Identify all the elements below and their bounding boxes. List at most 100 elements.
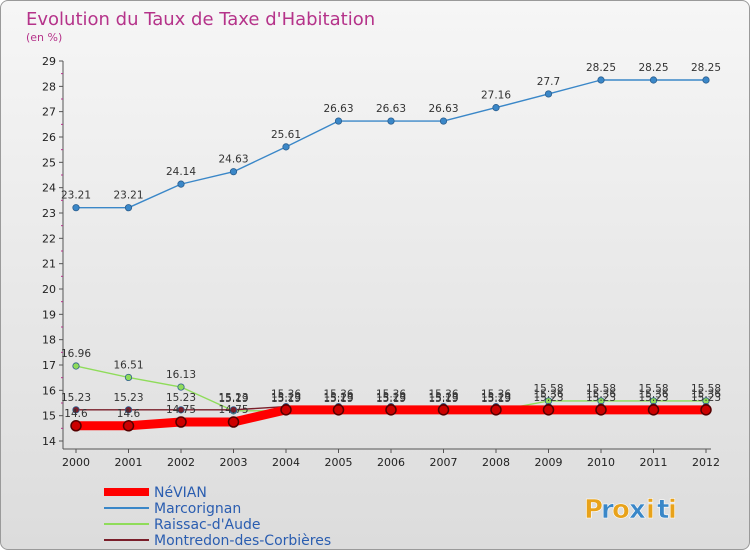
logo-letter: i [646, 495, 655, 525]
legend: NéVIANMarcorignanRaissac-d'AudeMontredon… [104, 485, 331, 549]
y-tick-label: 16 [42, 384, 56, 397]
y-tick-label: 14 [42, 435, 56, 448]
logo-letter: P [584, 495, 603, 525]
chart-title: Evolution du Taux de Taxe d'Habitation [26, 9, 375, 30]
x-tick-label: 2004 [272, 456, 300, 469]
series-line-1 [76, 79, 706, 209]
y-tick-label: 23 [42, 207, 56, 220]
logo-letter: r [601, 495, 614, 525]
data-label: 15.36 [586, 389, 616, 401]
data-label: 15.23 [166, 392, 196, 404]
data-point [280, 404, 292, 416]
data-point [177, 406, 185, 414]
data-point [332, 404, 345, 416]
data-label: 15.19 [323, 393, 353, 405]
data-label: 28.25 [638, 62, 668, 74]
data-point [700, 404, 712, 416]
data-label: 15.23 [271, 392, 301, 404]
data-point [122, 420, 135, 432]
data-label: 14.6 [117, 408, 141, 420]
data-label: 15.58 [638, 383, 668, 395]
legend-label: NéVIAN [154, 485, 207, 501]
data-point [490, 404, 502, 416]
x-tick-label: 2012 [692, 456, 720, 469]
logo-letter: o [612, 495, 630, 525]
data-label: 15.19 [271, 393, 301, 405]
data-point [227, 416, 240, 428]
data-label: 27.16 [481, 90, 511, 102]
data-label: 14.75 [218, 404, 248, 416]
data-label: 15.19 [218, 393, 248, 405]
data-label: 15.19 [481, 393, 511, 405]
x-tick-label: 2006 [377, 456, 405, 469]
y-tick-label: 20 [42, 283, 56, 296]
data-point [437, 404, 450, 416]
data-point [647, 404, 660, 416]
series-group: 23.21 23.21 24.14 24.63 25.61 26.63 26.63 26.63… [61, 62, 721, 432]
data-label: 16.51 [113, 359, 143, 371]
data-point [177, 383, 185, 391]
data-point [492, 104, 500, 112]
x-tick-label: 2005 [325, 456, 353, 469]
data-label: 15.23 [533, 392, 563, 404]
data-point [385, 404, 397, 416]
data-label: 24.14 [166, 166, 196, 178]
data-label: 15.23 [691, 392, 721, 404]
data-point [124, 204, 133, 212]
data-label: 15.58 [586, 383, 616, 395]
data-label: 15.36 [638, 389, 668, 401]
data-label: 16.13 [166, 369, 196, 381]
x-tick-label: 2009 [535, 456, 563, 469]
data-label: 15.36 [481, 389, 511, 401]
data-label: 28.25 [691, 62, 721, 74]
x-tick-label: 2007 [430, 456, 458, 469]
data-point [282, 143, 290, 151]
x-tick-label: 2011 [640, 456, 668, 469]
data-label: 24.63 [218, 154, 248, 166]
y-tick-label: 25 [42, 156, 56, 169]
data-point [544, 90, 553, 98]
y-tick-label: 26 [42, 131, 56, 144]
y-tick-label: 24 [42, 182, 56, 195]
data-label: 14.6 [64, 408, 88, 420]
data-point [334, 117, 343, 125]
data-label: 26.63 [323, 103, 353, 115]
data-label: 15.23 [428, 392, 458, 404]
data-label: 27.7 [537, 76, 560, 88]
data-label: 16.96 [61, 348, 91, 360]
data-label: 15.23 [638, 392, 668, 404]
data-point [649, 76, 658, 84]
x-tick-label: 2000 [62, 456, 90, 469]
data-label: 15.36 [691, 389, 721, 401]
proxiti-logo: Pro x i ti [584, 495, 678, 526]
y-tick-label: 18 [42, 334, 56, 347]
data-label: 23.21 [113, 190, 143, 202]
data-label: 15.23 [61, 392, 91, 404]
data-label: 28.25 [586, 62, 616, 74]
data-point [439, 117, 448, 125]
data-point [72, 204, 80, 212]
x-tick-label: 2010 [587, 456, 615, 469]
data-label: 15.23 [481, 392, 511, 404]
y-tick-label: 28 [42, 80, 56, 93]
axes: 14 15 16 17 18 19 20 21 22 23 24 25 26 27 28 29 2000 2001… [42, 55, 720, 469]
chart-subtitle: (en %) [26, 31, 62, 44]
data-label: 15.36 [323, 389, 353, 401]
data-point [702, 76, 710, 84]
y-tick-label: 21 [42, 258, 56, 271]
logo-letter: x [629, 495, 646, 525]
data-point [72, 406, 80, 414]
data-label: 15.58 [533, 383, 563, 395]
data-point [387, 117, 395, 125]
data-point [542, 404, 555, 416]
data-label: 15.58 [691, 383, 721, 395]
data-label: 15.23 [586, 392, 616, 404]
y-tick-label: 17 [42, 359, 56, 372]
legend-label: Marcorignan [154, 501, 241, 517]
data-label: 15.19 [376, 393, 406, 405]
data-point [597, 76, 605, 84]
data-label: 14.75 [166, 404, 196, 416]
data-label: 23.21 [61, 190, 91, 202]
